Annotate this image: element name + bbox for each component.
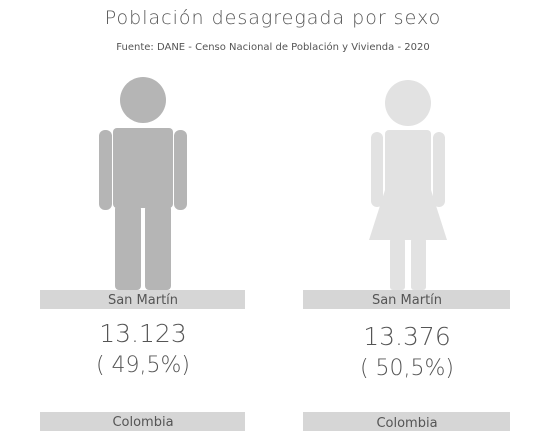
region-bar (40, 290, 245, 309)
footer-bar (303, 412, 510, 431)
source: Fuente: DANE - Censo Nacional de Poblaci… (116, 41, 429, 53)
region-label: San Martín (108, 293, 178, 308)
percent: ( 50,5%) (360, 356, 454, 381)
footer-bar (40, 412, 245, 431)
female-icon (369, 80, 447, 290)
region-bar (303, 290, 510, 309)
male-icon (99, 77, 187, 290)
percent: ( 49,5%) (96, 353, 190, 378)
count: 13.123 (99, 319, 186, 348)
region-label: San Martín (372, 293, 442, 308)
title: Población desagregada por sexo (105, 7, 441, 29)
footer-label: Colombia (376, 416, 437, 431)
count: 13.376 (363, 322, 450, 351)
footer-label: Colombia (112, 415, 173, 430)
